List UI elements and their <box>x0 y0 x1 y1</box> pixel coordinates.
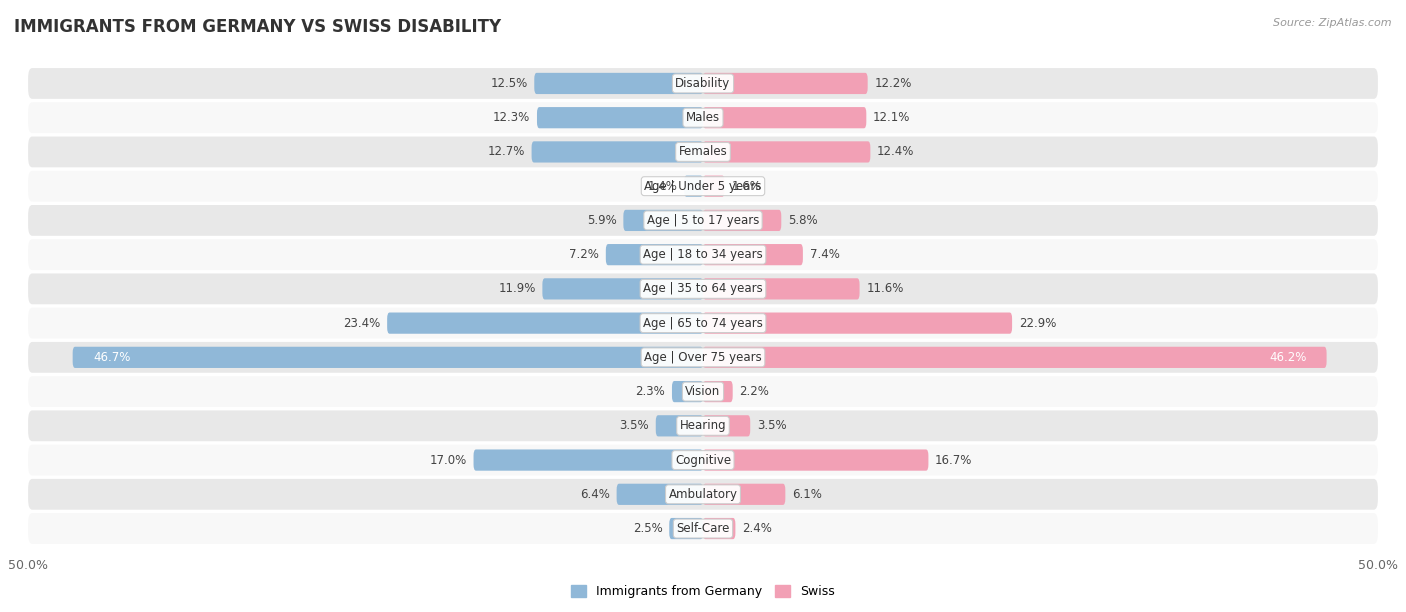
Text: Age | 65 to 74 years: Age | 65 to 74 years <box>643 316 763 330</box>
FancyBboxPatch shape <box>543 278 703 299</box>
Text: 11.9%: 11.9% <box>498 282 536 296</box>
Text: Ambulatory: Ambulatory <box>668 488 738 501</box>
FancyBboxPatch shape <box>669 518 703 539</box>
Text: 3.5%: 3.5% <box>620 419 650 432</box>
Text: 11.6%: 11.6% <box>866 282 904 296</box>
Text: 12.7%: 12.7% <box>488 146 524 159</box>
Text: 2.3%: 2.3% <box>636 385 665 398</box>
FancyBboxPatch shape <box>655 415 703 436</box>
FancyBboxPatch shape <box>28 479 1378 510</box>
Text: Disability: Disability <box>675 77 731 90</box>
FancyBboxPatch shape <box>703 483 786 505</box>
Text: Age | 18 to 34 years: Age | 18 to 34 years <box>643 248 763 261</box>
Legend: Immigrants from Germany, Swiss: Immigrants from Germany, Swiss <box>567 580 839 603</box>
Text: Age | 5 to 17 years: Age | 5 to 17 years <box>647 214 759 227</box>
FancyBboxPatch shape <box>606 244 703 265</box>
FancyBboxPatch shape <box>623 210 703 231</box>
Text: 22.9%: 22.9% <box>1019 316 1056 330</box>
FancyBboxPatch shape <box>703 518 735 539</box>
Text: Self-Care: Self-Care <box>676 522 730 535</box>
FancyBboxPatch shape <box>703 176 724 197</box>
FancyBboxPatch shape <box>387 313 703 334</box>
FancyBboxPatch shape <box>28 342 1378 373</box>
FancyBboxPatch shape <box>28 205 1378 236</box>
FancyBboxPatch shape <box>28 68 1378 99</box>
Text: 12.4%: 12.4% <box>877 146 914 159</box>
FancyBboxPatch shape <box>28 136 1378 167</box>
Text: Age | 35 to 64 years: Age | 35 to 64 years <box>643 282 763 296</box>
Text: Hearing: Hearing <box>679 419 727 432</box>
Text: Age | Over 75 years: Age | Over 75 years <box>644 351 762 364</box>
Text: 6.1%: 6.1% <box>792 488 823 501</box>
Text: 6.4%: 6.4% <box>581 488 610 501</box>
FancyBboxPatch shape <box>703 141 870 163</box>
Text: 46.7%: 46.7% <box>93 351 131 364</box>
Text: 5.8%: 5.8% <box>787 214 818 227</box>
FancyBboxPatch shape <box>28 102 1378 133</box>
FancyBboxPatch shape <box>703 313 1012 334</box>
FancyBboxPatch shape <box>703 210 782 231</box>
FancyBboxPatch shape <box>28 274 1378 304</box>
FancyBboxPatch shape <box>703 107 866 129</box>
Text: 1.6%: 1.6% <box>731 180 761 193</box>
FancyBboxPatch shape <box>703 449 928 471</box>
Text: 7.4%: 7.4% <box>810 248 839 261</box>
FancyBboxPatch shape <box>28 239 1378 270</box>
FancyBboxPatch shape <box>28 171 1378 201</box>
Text: Source: ZipAtlas.com: Source: ZipAtlas.com <box>1274 18 1392 28</box>
Text: 1.4%: 1.4% <box>648 180 678 193</box>
FancyBboxPatch shape <box>703 244 803 265</box>
FancyBboxPatch shape <box>672 381 703 402</box>
Text: 12.3%: 12.3% <box>494 111 530 124</box>
Text: 7.2%: 7.2% <box>569 248 599 261</box>
FancyBboxPatch shape <box>28 376 1378 407</box>
Text: 23.4%: 23.4% <box>343 316 381 330</box>
FancyBboxPatch shape <box>703 381 733 402</box>
Text: Males: Males <box>686 111 720 124</box>
FancyBboxPatch shape <box>474 449 703 471</box>
FancyBboxPatch shape <box>703 415 751 436</box>
FancyBboxPatch shape <box>28 308 1378 338</box>
FancyBboxPatch shape <box>73 347 703 368</box>
Text: Females: Females <box>679 146 727 159</box>
FancyBboxPatch shape <box>534 73 703 94</box>
FancyBboxPatch shape <box>617 483 703 505</box>
Text: 17.0%: 17.0% <box>430 453 467 466</box>
Text: 2.2%: 2.2% <box>740 385 769 398</box>
FancyBboxPatch shape <box>703 278 859 299</box>
Text: Vision: Vision <box>685 385 721 398</box>
Text: 5.9%: 5.9% <box>586 214 617 227</box>
Text: 16.7%: 16.7% <box>935 453 973 466</box>
Text: 12.2%: 12.2% <box>875 77 912 90</box>
Text: IMMIGRANTS FROM GERMANY VS SWISS DISABILITY: IMMIGRANTS FROM GERMANY VS SWISS DISABIL… <box>14 18 501 36</box>
Text: 3.5%: 3.5% <box>756 419 786 432</box>
Text: Cognitive: Cognitive <box>675 453 731 466</box>
Text: 46.2%: 46.2% <box>1270 351 1306 364</box>
Text: 12.5%: 12.5% <box>491 77 527 90</box>
Text: Age | Under 5 years: Age | Under 5 years <box>644 180 762 193</box>
FancyBboxPatch shape <box>28 445 1378 476</box>
FancyBboxPatch shape <box>703 73 868 94</box>
FancyBboxPatch shape <box>703 347 1327 368</box>
FancyBboxPatch shape <box>537 107 703 129</box>
FancyBboxPatch shape <box>28 513 1378 544</box>
Text: 12.1%: 12.1% <box>873 111 911 124</box>
Text: 2.5%: 2.5% <box>633 522 662 535</box>
Text: 2.4%: 2.4% <box>742 522 772 535</box>
FancyBboxPatch shape <box>531 141 703 163</box>
FancyBboxPatch shape <box>685 176 703 197</box>
FancyBboxPatch shape <box>28 411 1378 441</box>
